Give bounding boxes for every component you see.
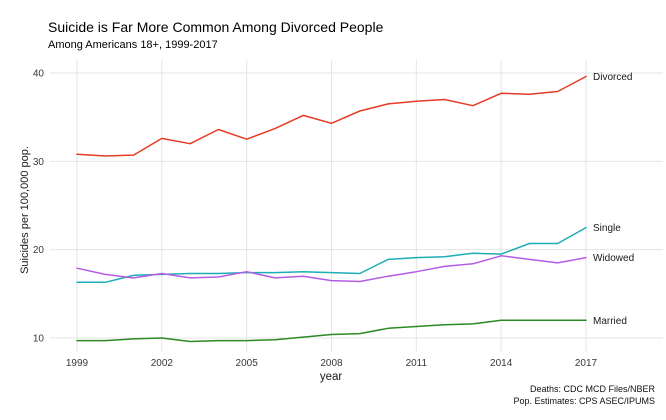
series-label-married: Married [593,316,627,327]
series-line-single [76,226,587,284]
source-caption-line1: Deaths: CDC MCD Files/NBER [529,384,655,394]
y-tick-label-20: 20 [33,245,45,256]
x-tick-label-2008: 2008 [320,358,343,369]
series-label-single: Single [593,223,621,234]
x-tick-label-2011: 2011 [406,358,428,369]
y-tick-label-30: 30 [33,157,45,168]
x-tick-label-2005: 2005 [236,358,259,369]
series-line-married [76,319,587,343]
chart-title: Suicide is Far More Common Among Divorce… [48,19,384,35]
x-tick-label-1999: 1999 [66,358,89,369]
series-label-divorced: Divorced [593,72,632,83]
x-tick-label-2014: 2014 [490,358,513,369]
chart-subtitle: Among Americans 18+, 1999-2017 [48,39,218,51]
x-tick-label-2017: 2017 [575,358,598,369]
x-tick-label-2002: 2002 [151,358,174,369]
y-tick-label-40: 40 [33,69,45,80]
series-label-widowed: Widowed [593,253,634,264]
source-caption: Deaths: CDC MCD Files/NBER Pop. Estimate… [513,383,655,407]
source-caption-line2: Pop. Estimates: CPS ASEC/IPUMS [513,396,655,406]
y-tick-label-10: 10 [33,333,45,344]
series-line-divorced [76,75,587,157]
x-axis-title: year [319,371,343,383]
series-line-widowed [76,255,587,283]
